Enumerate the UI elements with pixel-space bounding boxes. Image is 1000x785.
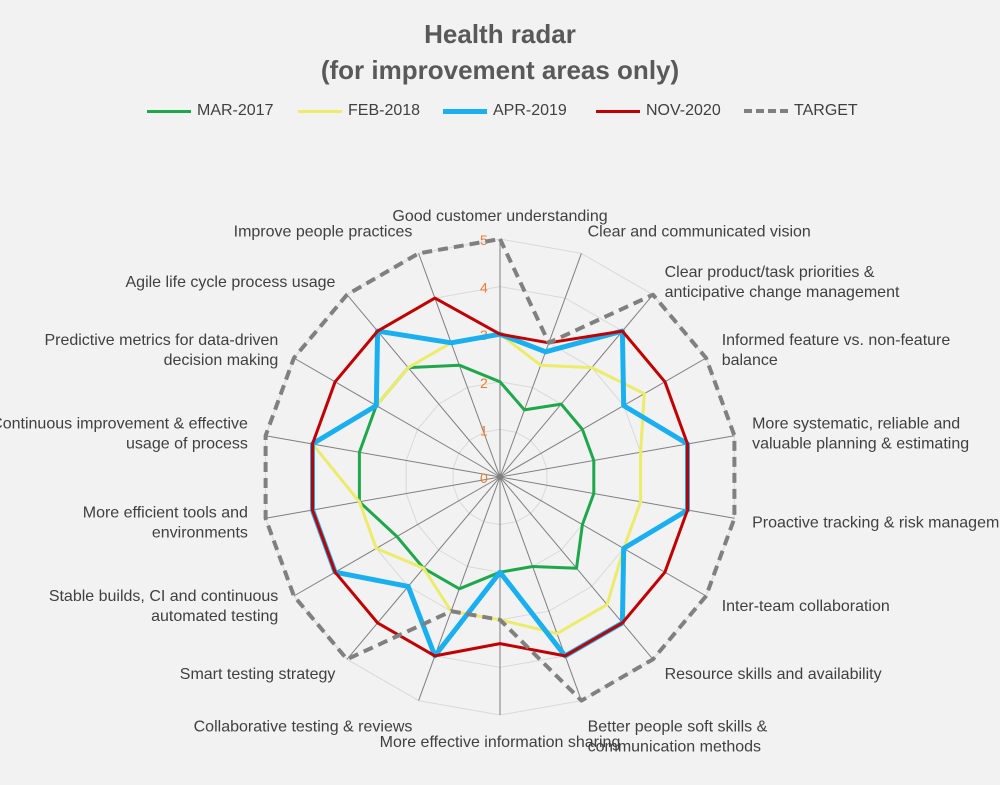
category-label: Resource skills and availability	[665, 666, 882, 683]
category-label: Agile life cycle process usage	[126, 274, 336, 291]
axis-spoke	[499, 476, 582, 701]
legend-label: MAR-2017	[197, 102, 274, 119]
legend-label: APR-2019	[493, 102, 567, 119]
legend-item: APR-2019	[443, 98, 567, 124]
series-apr-2019	[310, 328, 690, 659]
legend-label: FEB-2018	[348, 102, 421, 119]
chart-legend: MAR-2017 FEB-2018 APR-2019 NOV-2020 TARGET	[0, 98, 1000, 124]
tick-label: 4	[480, 280, 488, 296]
category-label: Informed feature vs. non-feature balance	[722, 332, 951, 369]
legend-swatch	[596, 109, 640, 113]
category-label: Proactive tracking & risk management	[752, 515, 1000, 532]
legend-swatch	[147, 109, 191, 113]
legend-swatch	[443, 108, 487, 114]
tick-label: 5	[480, 232, 488, 248]
chart-title: Health radar	[424, 19, 576, 49]
tick-label: 1	[480, 422, 488, 438]
category-label: Good customer understanding	[392, 208, 607, 225]
category-label: Clear product/task priorities & anticipat…	[665, 264, 900, 301]
category-label: Smart testing strategy	[180, 666, 336, 683]
axis-spoke	[293, 357, 501, 478]
category-label: More efficient tools and environments	[83, 505, 248, 542]
category-label: Better people soft skills & communication…	[588, 719, 768, 756]
series-target	[263, 237, 737, 703]
legend-item: FEB-2018	[298, 98, 420, 124]
axis-spoke	[499, 357, 707, 478]
legend-item: TARGET	[744, 98, 858, 124]
axis-spoke	[499, 294, 654, 478]
series-nov-2020	[311, 296, 689, 658]
category-label: Continuous improvement & effective usage …	[0, 416, 248, 453]
legend-swatch	[744, 109, 788, 113]
legend-swatch	[298, 109, 342, 113]
legend-label: TARGET	[794, 102, 858, 119]
tick-label: 0	[480, 470, 488, 486]
category-label: More effective information sharing	[380, 734, 621, 751]
category-label: Clear and communicated vision	[588, 223, 811, 240]
category-label: More systematic, reliable and valuable pl…	[752, 416, 969, 453]
legend-item: MAR-2017	[147, 98, 273, 124]
axis-spoke	[499, 476, 735, 519]
axis-spoke	[499, 476, 707, 597]
category-label: Inter-team collaboration	[722, 598, 890, 615]
chart-subtitle: (for improvement areas only)	[320, 55, 680, 85]
category-label: Improve people practices	[234, 223, 413, 240]
axis-spoke	[346, 294, 501, 478]
category-label: Stable builds, CI and continuous automate…	[49, 588, 278, 625]
axis-spoke	[499, 435, 735, 478]
axis-spoke	[265, 435, 501, 478]
legend-label: NOV-2020	[646, 102, 721, 119]
axis-spoke	[265, 476, 501, 519]
legend-item: NOV-2020	[596, 98, 721, 124]
category-label: Collaborative testing & reviews	[194, 719, 413, 736]
category-label: Predictive metrics for data-driven decisi…	[44, 332, 278, 369]
tick-label: 2	[480, 375, 488, 391]
